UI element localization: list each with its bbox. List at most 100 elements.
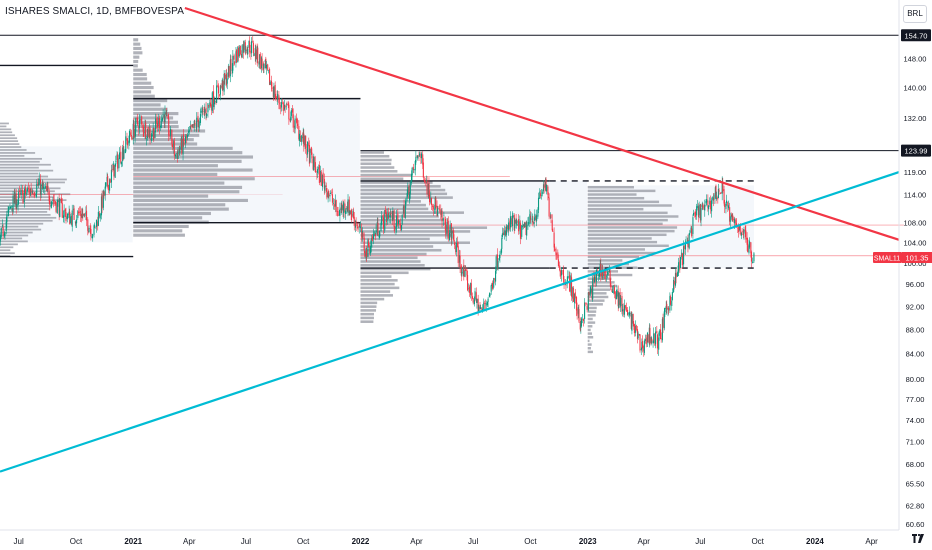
candle-body — [509, 220, 511, 230]
candle-body — [275, 96, 277, 99]
candle-body — [353, 216, 355, 226]
candle-body — [485, 303, 487, 304]
candle-body — [608, 269, 611, 273]
volume-profile-bar — [360, 181, 433, 184]
candle-body — [691, 228, 693, 237]
candle-body — [347, 199, 349, 213]
candle-body — [175, 154, 177, 157]
candle-body — [543, 184, 545, 189]
candle-body — [127, 140, 129, 146]
candle-body — [61, 202, 63, 218]
volume-profile-bar — [360, 237, 430, 241]
candle-body — [480, 307, 482, 309]
candle-body — [344, 203, 346, 213]
candle-body — [321, 174, 324, 187]
candle-body — [646, 332, 649, 343]
candle-body — [648, 327, 650, 345]
candle-body — [60, 199, 62, 200]
candle-body — [316, 173, 318, 175]
candle-body — [213, 102, 215, 108]
currency-badge[interactable]: BRL — [903, 5, 927, 23]
candle-body — [488, 294, 490, 297]
candle-body — [92, 235, 94, 236]
candle-body — [202, 109, 204, 110]
candle-body — [286, 104, 288, 105]
candle-body — [750, 242, 752, 254]
descending-resistance-trendline — [184, 6, 900, 241]
candle-body — [150, 138, 152, 141]
candle-body — [112, 163, 114, 171]
candle-body — [729, 207, 731, 222]
candle-body — [692, 212, 695, 216]
candle-body — [350, 210, 352, 215]
candle-body — [183, 134, 185, 142]
candle-body — [95, 226, 97, 228]
candle-body — [52, 200, 54, 202]
candle-body — [256, 46, 258, 60]
volume-profile-bar — [587, 215, 679, 218]
candle-body — [134, 129, 136, 139]
candle-body — [706, 199, 708, 203]
candle-body — [586, 305, 588, 310]
candle-body — [673, 280, 675, 285]
candle-body — [413, 169, 415, 170]
price-tick-label: 77.00 — [906, 395, 925, 404]
candle-body — [689, 231, 691, 233]
volume-profile-bar — [360, 264, 425, 267]
candle-body — [284, 105, 286, 108]
candle-body — [3, 233, 5, 237]
candle-body — [424, 181, 426, 183]
last-price-label: SMAL11 101.35 — [873, 252, 932, 263]
candle-body — [478, 306, 480, 313]
candle-body — [5, 221, 7, 232]
candle-body — [629, 312, 631, 314]
volume-profile-bar — [360, 271, 409, 275]
candle-body — [430, 197, 432, 206]
candle-body — [654, 333, 656, 346]
candle-body — [58, 199, 60, 216]
candle-body — [432, 205, 434, 210]
candle-body — [534, 213, 536, 221]
candle-body — [401, 225, 403, 230]
candle-body — [265, 58, 267, 68]
candle-body — [563, 278, 565, 286]
candle-body — [725, 203, 727, 210]
volume-profile-bar — [0, 237, 23, 240]
candle-body — [348, 199, 350, 215]
candle-body — [327, 192, 329, 198]
candle-body — [640, 349, 642, 350]
candle-body — [397, 220, 399, 224]
candle-body — [219, 94, 221, 96]
volume-profile-bar — [0, 166, 39, 169]
candle-body — [486, 301, 489, 306]
candle-body — [122, 147, 124, 162]
candle-body — [660, 338, 662, 339]
candle-body — [231, 69, 233, 71]
candle-body — [57, 200, 59, 202]
candle-body — [182, 136, 184, 155]
candle-body — [314, 156, 316, 168]
candle-body — [186, 134, 188, 138]
volume-profile-bar — [133, 90, 152, 94]
candle-body — [700, 207, 702, 221]
candle-body — [168, 118, 170, 136]
candle-body — [605, 271, 607, 279]
candle-body — [507, 225, 509, 230]
candle-body — [513, 215, 515, 230]
candle-body — [83, 213, 85, 216]
candle-body — [574, 293, 576, 304]
volume-profile-bar — [587, 284, 617, 288]
candle-body — [144, 123, 146, 135]
candle-body — [690, 227, 692, 233]
candle-body — [727, 202, 729, 207]
candle-body — [424, 179, 426, 182]
price-tick-label: 88.00 — [906, 325, 925, 334]
candle-body — [575, 297, 578, 311]
candle-body — [125, 136, 127, 152]
candle-body — [248, 40, 250, 48]
candle-body — [405, 198, 407, 205]
time-tick-label: 2023 — [579, 537, 597, 546]
candle-body — [611, 288, 613, 292]
candle-body — [205, 107, 207, 115]
